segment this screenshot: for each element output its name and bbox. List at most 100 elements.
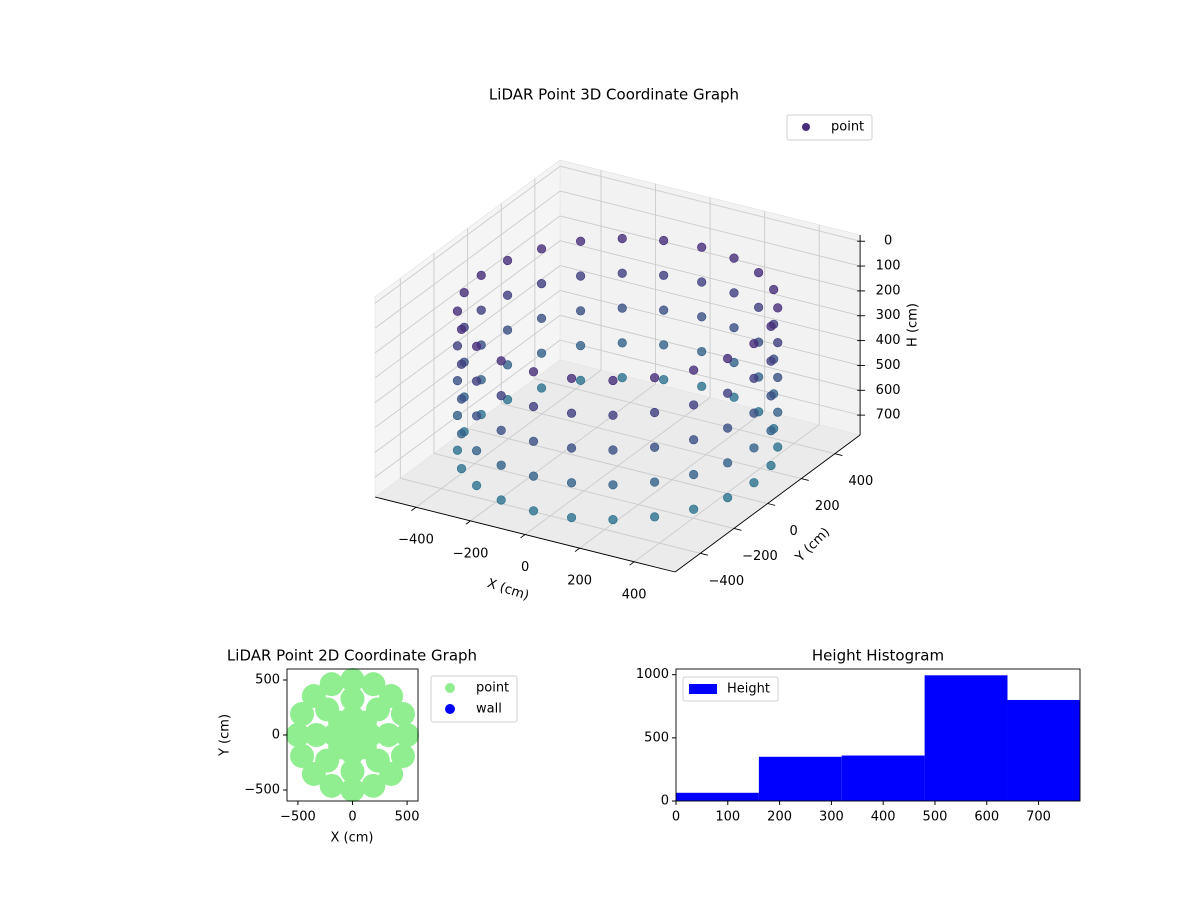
point xyxy=(659,375,669,385)
legend-box xyxy=(786,114,873,141)
point xyxy=(689,400,699,410)
point xyxy=(496,356,506,366)
tick-mark xyxy=(465,520,471,525)
legend-marker xyxy=(802,123,810,131)
x-tick-label: 500 xyxy=(923,810,948,825)
point xyxy=(496,495,506,505)
point xyxy=(659,235,669,246)
y-tick-label: 200 xyxy=(815,499,840,514)
point xyxy=(319,773,344,798)
tick-mark xyxy=(801,478,809,481)
z-tick-label: 200 xyxy=(876,283,901,298)
point xyxy=(729,323,739,333)
grid-line xyxy=(374,240,561,379)
bar xyxy=(676,792,759,801)
point xyxy=(566,512,577,523)
point xyxy=(617,268,627,278)
point xyxy=(456,324,467,335)
x-tick-label: 200 xyxy=(767,810,792,825)
chart-title: LiDAR Point 3D Coordinate Graph xyxy=(489,86,739,104)
x-tick-label: −400 xyxy=(398,533,434,548)
x-axis-label: X (cm) xyxy=(331,831,374,846)
point xyxy=(689,469,699,480)
point xyxy=(650,477,660,487)
grid-line xyxy=(374,165,561,304)
point xyxy=(723,493,733,503)
point xyxy=(617,338,627,348)
point xyxy=(689,504,699,514)
point xyxy=(390,744,415,769)
point xyxy=(723,458,733,468)
point xyxy=(566,408,577,418)
point xyxy=(773,407,783,417)
grid-line xyxy=(559,190,861,267)
x-tick-label: 400 xyxy=(871,810,896,825)
point xyxy=(723,353,733,364)
y-tick-label: 0 xyxy=(661,794,669,809)
point xyxy=(575,271,586,281)
grid-line xyxy=(559,165,861,242)
point xyxy=(754,302,764,312)
point xyxy=(773,303,783,313)
point xyxy=(456,359,467,369)
point xyxy=(697,312,707,322)
x-axis-label: X (cm) xyxy=(485,576,531,604)
point xyxy=(608,514,618,525)
point xyxy=(452,445,463,455)
point xyxy=(749,478,759,488)
point xyxy=(608,480,618,490)
point xyxy=(766,426,776,436)
point xyxy=(773,338,783,348)
point xyxy=(697,277,707,287)
point xyxy=(340,778,365,802)
grid-line xyxy=(374,290,561,428)
chart-title: Height Histogram xyxy=(812,647,944,665)
point xyxy=(471,480,482,491)
y-tick-label: −400 xyxy=(708,574,744,589)
point xyxy=(566,443,577,453)
y-tick-label: 500 xyxy=(255,673,280,688)
x-tick-label: 700 xyxy=(1026,810,1051,825)
tick-mark xyxy=(733,527,742,531)
x-tick-label: 200 xyxy=(567,574,592,589)
point xyxy=(723,423,733,433)
point xyxy=(528,471,539,481)
point xyxy=(528,436,539,446)
point xyxy=(749,373,759,383)
x-tick-label: −500 xyxy=(280,810,316,825)
point xyxy=(528,401,539,412)
grid-line xyxy=(374,190,561,329)
point xyxy=(285,723,310,747)
tick-mark xyxy=(700,552,708,556)
tick-mark xyxy=(629,561,635,566)
point xyxy=(617,233,627,244)
z-tick-label: 0 xyxy=(884,234,892,249)
bar xyxy=(841,755,925,801)
point xyxy=(773,442,783,452)
legend-label: point xyxy=(476,681,509,696)
legend-marker xyxy=(445,704,455,714)
x-tick-label: −200 xyxy=(453,546,489,561)
grid-line xyxy=(467,428,768,504)
y-axis-line xyxy=(674,434,861,573)
point xyxy=(697,242,707,252)
point xyxy=(452,341,463,351)
legend-marker xyxy=(689,684,717,694)
tick-mark xyxy=(834,453,843,456)
point xyxy=(697,381,707,391)
bar xyxy=(1007,699,1080,801)
point xyxy=(659,305,669,315)
x-tick-label: 0 xyxy=(521,560,529,575)
y-axis-label: Y (cm) xyxy=(792,525,833,566)
grid-line xyxy=(374,265,561,403)
point xyxy=(608,375,618,386)
point xyxy=(390,701,415,726)
point xyxy=(476,270,486,280)
point xyxy=(650,373,660,383)
point xyxy=(608,410,618,420)
x-tick-label: 100 xyxy=(715,810,740,825)
point xyxy=(617,373,627,383)
point xyxy=(566,373,577,384)
point xyxy=(471,411,482,421)
